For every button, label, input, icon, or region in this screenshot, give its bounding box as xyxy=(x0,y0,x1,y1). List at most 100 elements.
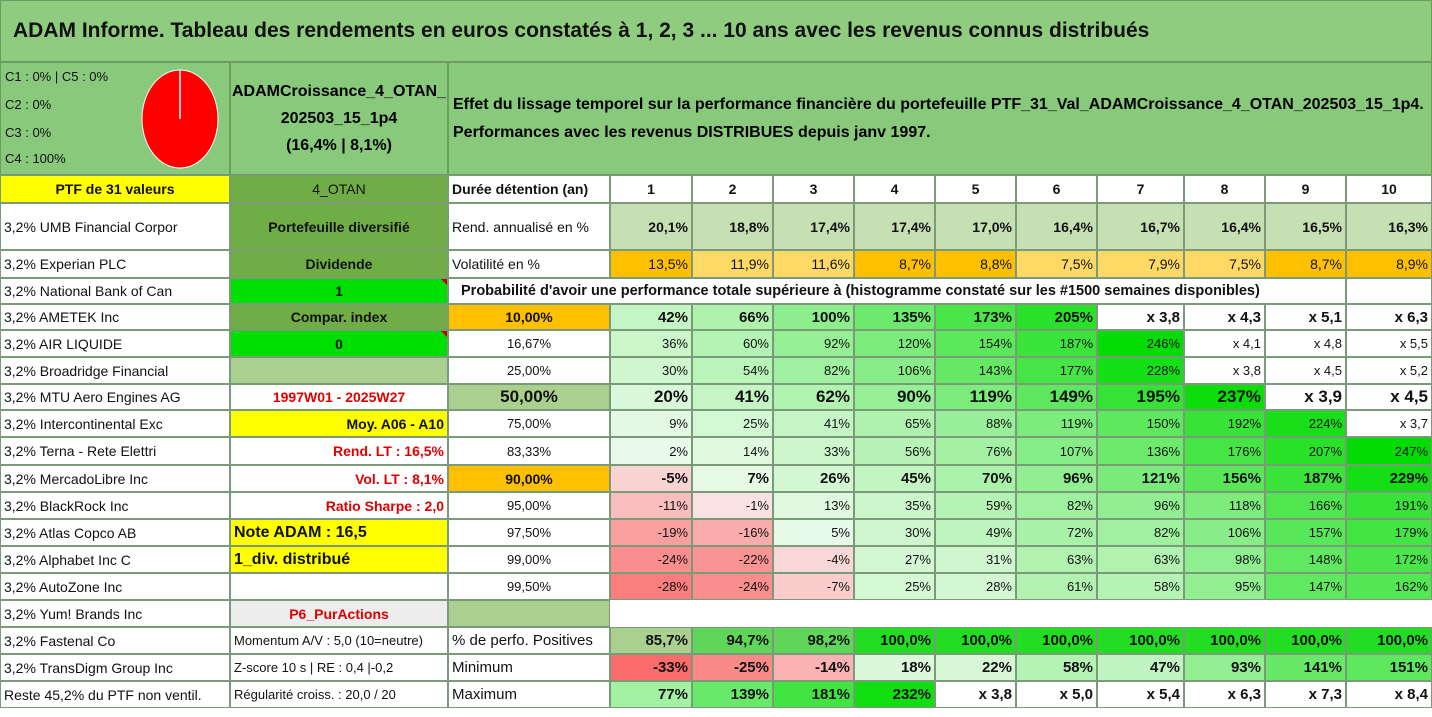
stats-value: 47% xyxy=(1097,654,1184,681)
proba-value: 162% xyxy=(1346,573,1432,600)
stats-value: x 5,0 xyxy=(1016,681,1097,708)
proba-value: 96% xyxy=(1016,465,1097,492)
stats-value: 100,0% xyxy=(1346,627,1432,654)
rend-value: 17,4% xyxy=(854,203,935,250)
ptf-count-cell: PTF de 31 valeurs xyxy=(0,175,230,203)
proba-value: 76% xyxy=(935,437,1016,465)
stats-value: 100,0% xyxy=(1184,627,1265,654)
proba-value: 30% xyxy=(854,519,935,546)
proba-value: 2% xyxy=(610,437,692,465)
proba-value: 20% xyxy=(610,384,692,410)
year-header: 1 xyxy=(610,175,692,203)
proba-value: 42% xyxy=(610,304,692,330)
proba-value: x 3,8 xyxy=(1184,357,1265,384)
quantile-cell: 50,00% xyxy=(448,384,610,410)
proba-value: 156% xyxy=(1184,465,1265,492)
holding-label: 3,2% BlackRock Inc xyxy=(0,492,230,519)
holding-label: 3,2% Experian PLC xyxy=(0,250,230,278)
proba-value: 100% xyxy=(773,304,854,330)
stats-value: 85,7% xyxy=(610,627,692,654)
quantile-cell: 97,50% xyxy=(448,519,610,546)
year-header: 9 xyxy=(1265,175,1346,203)
proba-value: 30% xyxy=(610,357,692,384)
rend-label: Rend. annualisé en % xyxy=(448,203,610,250)
stats-value: 100,0% xyxy=(854,627,935,654)
quantile-cell: 83,33% xyxy=(448,437,610,465)
proba-value: x 5,2 xyxy=(1346,357,1432,384)
vol-value: 11,6% xyxy=(773,250,854,278)
year-header: 7 xyxy=(1097,175,1184,203)
proba-value: 179% xyxy=(1346,519,1432,546)
proba-value: -16% xyxy=(692,519,773,546)
proba-value: 118% xyxy=(1184,492,1265,519)
proba-value: x 3,7 xyxy=(1346,410,1432,437)
vol-value: 8,8% xyxy=(935,250,1016,278)
rend-value: 17,0% xyxy=(935,203,1016,250)
quantile-cell: 75,00% xyxy=(448,410,610,437)
year-header: 4 xyxy=(854,175,935,203)
rend-value: 16,4% xyxy=(1016,203,1097,250)
proba-value: 60% xyxy=(692,330,773,357)
proba-value: 26% xyxy=(773,465,854,492)
proba-value: 176% xyxy=(1184,437,1265,465)
vol-value: 8,9% xyxy=(1346,250,1432,278)
vol-value: 7,5% xyxy=(1016,250,1097,278)
proba-value: 120% xyxy=(854,330,935,357)
proba-value: 61% xyxy=(1016,573,1097,600)
proba-value: x 5,5 xyxy=(1346,330,1432,357)
proba-value: 56% xyxy=(854,437,935,465)
proba-value: 62% xyxy=(773,384,854,410)
stats-value: x 7,3 xyxy=(1265,681,1346,708)
proba-value: 119% xyxy=(935,384,1016,410)
proba-value: 45% xyxy=(854,465,935,492)
side-info-cell: Ratio Sharpe : 2,0 xyxy=(230,492,448,519)
stats-value: x 3,8 xyxy=(935,681,1016,708)
allocation-line: C4 : 100% xyxy=(5,151,66,166)
year-header: 2 xyxy=(692,175,773,203)
proba-value: x 4,1 xyxy=(1184,330,1265,357)
proba-value: 59% xyxy=(935,492,1016,519)
rend-value: 20,1% xyxy=(610,203,692,250)
portfolio-name-line3: (16,4% | 8,1%) xyxy=(286,137,392,154)
ptf-code-cell: 4_OTAN xyxy=(230,175,448,203)
quantile-cell: 90,00% xyxy=(448,465,610,492)
empty-cell xyxy=(610,600,1432,627)
rend-value: 16,3% xyxy=(1346,203,1432,250)
side-info-cell: 1 xyxy=(230,278,448,304)
proba-value: 58% xyxy=(1097,573,1184,600)
side-info-cell: 0 xyxy=(230,330,448,357)
proba-value: 187% xyxy=(1265,465,1346,492)
stats-value: 94,7% xyxy=(692,627,773,654)
quantile-cell: 25,00% xyxy=(448,357,610,384)
side-info-cell: Rend. LT : 16,5% xyxy=(230,437,448,465)
holding-label: Reste 45,2% du PTF non ventil. xyxy=(0,681,230,708)
allocation-box: C1 : 0% | C5 : 0% C2 : 0% C3 : 0% C4 : 1… xyxy=(0,62,230,175)
proba-value: 13% xyxy=(773,492,854,519)
proba-value: -24% xyxy=(692,573,773,600)
proba-value: 135% xyxy=(854,304,935,330)
stats-label: Minimum xyxy=(448,654,610,681)
side-info-cell xyxy=(230,573,448,600)
side-info-cell: Vol. LT : 8,1% xyxy=(230,465,448,492)
stats-value: 181% xyxy=(773,681,854,708)
proba-value: 224% xyxy=(1265,410,1346,437)
stats-value: 100,0% xyxy=(1016,627,1097,654)
proba-value: 35% xyxy=(854,492,935,519)
rend-value: 16,7% xyxy=(1097,203,1184,250)
year-header: 10 xyxy=(1346,175,1432,203)
proba-value: 192% xyxy=(1184,410,1265,437)
side-info-cell: Momentum A/V : 5,0 (10=neutre) xyxy=(230,627,448,654)
quantile-cell: 16,67% xyxy=(448,330,610,357)
proba-value: -28% xyxy=(610,573,692,600)
vol-value: 8,7% xyxy=(854,250,935,278)
proba-value: 119% xyxy=(1016,410,1097,437)
proba-value: 49% xyxy=(935,519,1016,546)
side-info-cell xyxy=(230,357,448,384)
proba-value: -11% xyxy=(610,492,692,519)
proba-value: 107% xyxy=(1016,437,1097,465)
proba-value: 27% xyxy=(854,546,935,573)
holding-label: 3,2% AutoZone Inc xyxy=(0,573,230,600)
rend-value: 16,5% xyxy=(1265,203,1346,250)
year-header: 3 xyxy=(773,175,854,203)
side-info-cell: 1_div. distribué xyxy=(230,546,448,573)
